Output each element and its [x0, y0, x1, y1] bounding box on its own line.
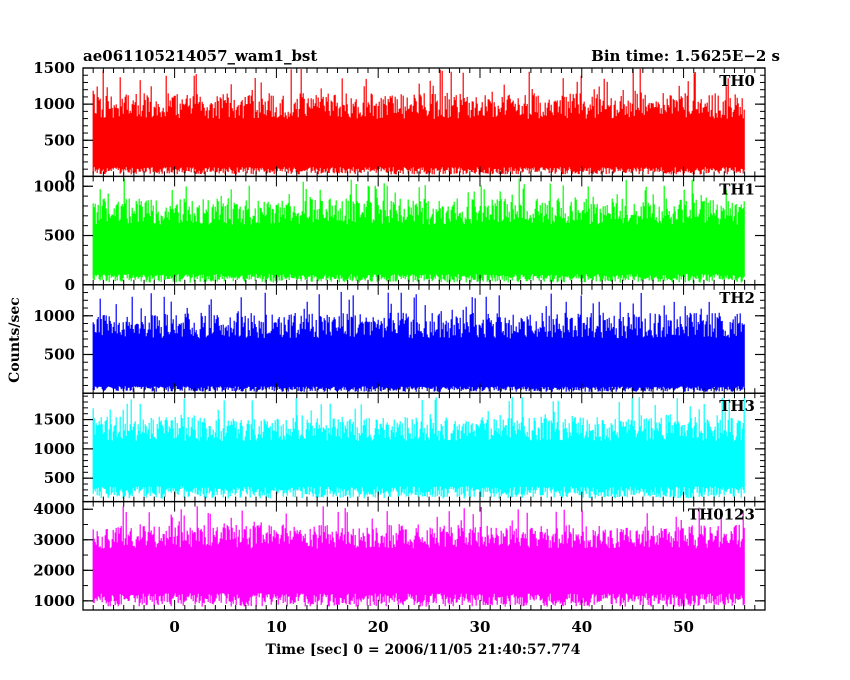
panel-label-th3: TH3 — [719, 397, 755, 415]
panel-th0123: 1000 2000 3000 4000 TH0123 — [33, 500, 766, 611]
x-tick-label: 20 — [368, 618, 389, 636]
x-tick-label: 40 — [571, 618, 592, 636]
y-tick-label: 1000 — [33, 592, 75, 610]
series-th2-trace — [92, 291, 745, 392]
y-tick-label: 1000 — [33, 95, 75, 113]
y-tick-label: 1500 — [33, 411, 75, 429]
panel-label-th1: TH1 — [719, 180, 755, 198]
x-tick-label: 0 — [169, 618, 179, 636]
y-tick-label: 500 — [44, 345, 75, 363]
y-tick-label: 0 — [65, 167, 75, 185]
panel-th2: 500 1000 TH2 — [33, 284, 766, 394]
y-tick-label: 0 — [65, 276, 75, 294]
series-th3-trace — [92, 396, 745, 499]
panel-label-th0123: TH0123 — [688, 506, 755, 524]
y-tick-label: 1000 — [33, 307, 75, 325]
y-tick-label: 1500 — [33, 59, 75, 77]
x-tick-label: 10 — [266, 618, 287, 636]
y-axis-label: Counts/sec — [7, 297, 23, 383]
panel-th0: 0 500 1000 1500 TH0 — [33, 59, 766, 185]
panel-frame — [82, 500, 766, 611]
panel-label-th2: TH2 — [719, 289, 755, 307]
y-tick-label: 1000 — [33, 440, 75, 458]
chart-title-right: Bin time: 1.5625E−2 s — [591, 47, 780, 65]
y-tick-label: 4000 — [33, 500, 75, 518]
x-tick-label: 30 — [470, 618, 491, 636]
panel-th1: 0 500 1000 TH1 — [33, 175, 766, 294]
y-tick-label: 2000 — [33, 561, 75, 579]
chart-title-left: ae061105214057_wam1_bst — [83, 47, 317, 65]
x-tick-label: 50 — [673, 618, 694, 636]
panel-th3: 500 1000 1500 TH3 — [33, 392, 766, 503]
y-tick-label: 500 — [44, 469, 75, 487]
y-tick-label: 3000 — [33, 531, 75, 549]
series-th0-trace — [92, 69, 745, 175]
y-tick-label: 500 — [44, 227, 75, 245]
y-tick-label: 500 — [44, 131, 75, 149]
y-tick-label: 1000 — [33, 177, 75, 195]
series-th1-trace — [92, 178, 745, 283]
x-axis-label: Time [sec] 0 = 2006/11/05 21:40:57.774 — [266, 642, 581, 658]
series-th0123-trace — [92, 506, 745, 607]
panel-label-th0: TH0 — [719, 72, 755, 90]
